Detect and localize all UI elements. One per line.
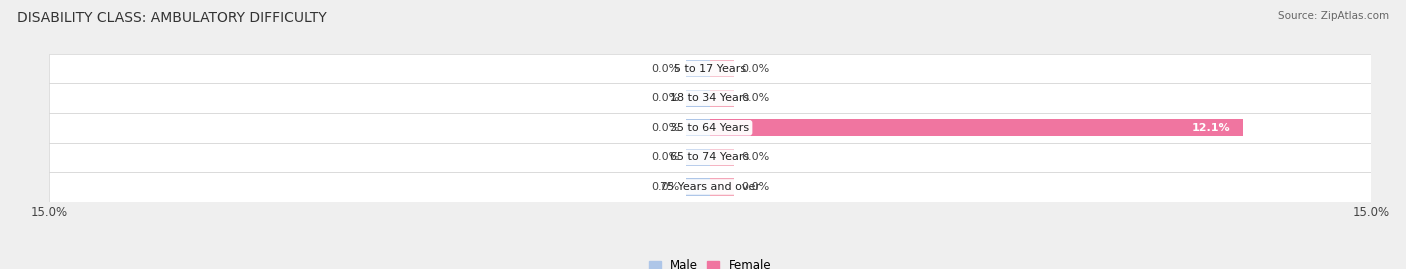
Bar [686,60,710,77]
Text: 0.0%: 0.0% [651,123,679,133]
Text: 12.1%: 12.1% [1191,123,1230,133]
Bar [49,83,1371,113]
Text: 65 to 74 Years: 65 to 74 Years [671,152,749,162]
Text: 75 Years and over: 75 Years and over [659,182,761,192]
Text: 0.0%: 0.0% [741,93,769,103]
Text: 0.0%: 0.0% [741,63,769,74]
Bar [710,119,1243,136]
Bar [686,119,710,136]
Text: 0.0%: 0.0% [651,63,679,74]
Text: 35 to 64 Years: 35 to 64 Years [671,123,749,133]
Text: 0.0%: 0.0% [741,182,769,192]
Text: 0.0%: 0.0% [651,152,679,162]
Bar [49,54,1371,83]
Bar [710,178,734,196]
Bar [49,113,1371,143]
Text: 0.0%: 0.0% [651,93,679,103]
Bar [710,60,734,77]
Bar [49,143,1371,172]
Bar [710,90,734,107]
Bar [686,178,710,196]
Text: 5 to 17 Years: 5 to 17 Years [673,63,747,74]
Text: 0.0%: 0.0% [651,182,679,192]
Legend: Male, Female: Male, Female [644,255,776,269]
Bar [686,149,710,166]
Bar [49,172,1371,202]
Text: Source: ZipAtlas.com: Source: ZipAtlas.com [1278,11,1389,21]
Text: DISABILITY CLASS: AMBULATORY DIFFICULTY: DISABILITY CLASS: AMBULATORY DIFFICULTY [17,11,326,25]
Text: 18 to 34 Years: 18 to 34 Years [671,93,749,103]
Bar [710,149,734,166]
Bar [686,90,710,107]
Text: 0.0%: 0.0% [741,152,769,162]
